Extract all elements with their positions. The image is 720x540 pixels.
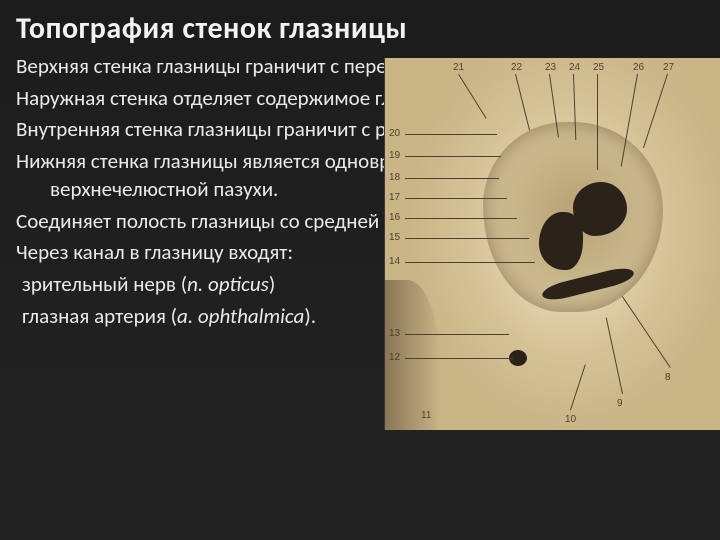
fig-label: 27 xyxy=(663,62,674,73)
fig-label: 24 xyxy=(569,62,580,73)
leader-line xyxy=(405,178,499,179)
leader-line xyxy=(405,238,529,239)
latin-term: n. opticus xyxy=(187,271,269,297)
anatomy-figure: 21 22 23 24 25 26 27 20 19 18 17 16 15 1… xyxy=(384,58,720,430)
list-text: ) xyxy=(269,271,275,297)
latin-term: a. ophthalmica xyxy=(177,303,304,329)
fig-label: 25 xyxy=(593,62,604,73)
leader-line xyxy=(405,156,501,157)
leader-line xyxy=(597,74,598,170)
list-text: глазная артерия ( xyxy=(22,303,177,329)
superior-fissure xyxy=(539,212,583,270)
fig-label: 22 xyxy=(511,62,522,73)
slide: Топография стенок глазницы Верхняя стенк… xyxy=(0,0,720,540)
fig-label: 8 xyxy=(665,372,671,383)
list-text: ). xyxy=(304,303,316,329)
fig-label: 23 xyxy=(545,62,556,73)
list-text: зрительный нерв ( xyxy=(22,271,187,297)
fig-label: 16 xyxy=(389,212,400,223)
leader-line xyxy=(405,262,535,263)
fig-label: 13 xyxy=(389,328,400,339)
fig-label: 20 xyxy=(389,128,400,139)
leader-line xyxy=(405,198,507,199)
fig-label: 11 xyxy=(421,410,431,421)
leader-line xyxy=(405,134,497,135)
fig-label: 15 xyxy=(389,232,400,243)
leader-line xyxy=(405,334,509,335)
fig-label: 14 xyxy=(389,256,400,267)
leader-line xyxy=(405,358,513,359)
fig-label: 26 xyxy=(633,62,644,73)
slide-title: Топография стенок глазницы xyxy=(0,0,720,53)
leader-line xyxy=(405,218,517,219)
fig-label: 12 xyxy=(389,352,400,363)
fig-label: 21 xyxy=(453,62,464,73)
fig-label: 9 xyxy=(617,398,623,409)
fig-label: 18 xyxy=(389,172,400,183)
fig-label: 10 xyxy=(565,414,576,425)
fig-label: 17 xyxy=(389,192,400,203)
fig-label: 19 xyxy=(389,150,400,161)
